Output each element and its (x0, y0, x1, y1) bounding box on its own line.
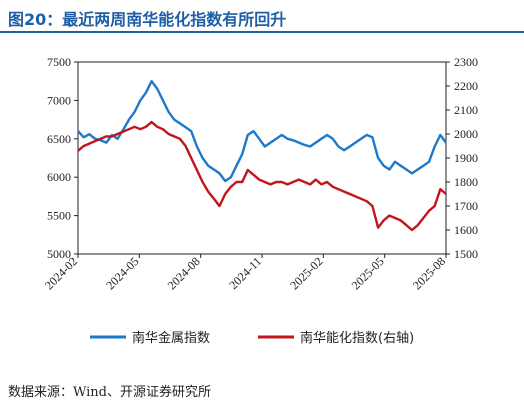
legend-label-1: 南华能化指数(右轴) (300, 330, 414, 346)
series-line-1 (77, 120, 447, 232)
right-tick-label: 2300 (454, 55, 478, 69)
x-tick-label: 2025-05 (349, 254, 387, 292)
left-tick-label: 7500 (47, 55, 71, 69)
right-tick-label: 1700 (454, 199, 478, 213)
left-tick-label: 5000 (47, 247, 71, 261)
data-source-note: 数据来源：Wind、开源证券研究所 (8, 385, 211, 400)
x-tick-label: 2024-05 (103, 254, 141, 292)
legend: 南华金属指数 南华能化指数(右轴) (90, 330, 414, 346)
right-tick-label: 2000 (454, 127, 478, 141)
x-tick-label: 2025-02 (287, 254, 325, 292)
left-tick-label: 6500 (47, 132, 71, 146)
plot-area (77, 61, 447, 255)
left-tick-label: 6000 (47, 170, 71, 184)
x-axis-ticks: 2024-02 2024-05 2024-08 2024-11 2025-02 2025-… (42, 254, 448, 292)
chart-title: 图20：最近两周南华能化指数有所回升 (8, 10, 287, 29)
right-tick-label: 1600 (454, 223, 478, 237)
x-tick-label: 2025-08 (410, 254, 448, 292)
left-tick-label: 5500 (47, 209, 71, 223)
x-tick-label: 2024-11 (226, 254, 264, 292)
series-line-0 (77, 80, 447, 183)
series-lines (77, 80, 447, 232)
left-tick-label: 7000 (47, 93, 71, 107)
right-tick-label: 1900 (454, 151, 478, 165)
x-tick-label: 2024-08 (165, 254, 203, 292)
left-axis-ticks: 5000 5500 6000 6500 7000 7500 (47, 55, 78, 261)
right-tick-label: 1500 (454, 247, 478, 261)
legend-label-0: 南华金属指数 (132, 330, 210, 346)
title-divider (0, 31, 524, 33)
right-axis-ticks: 1500 1600 1700 1800 1900 2000 2100 2200 2300 (446, 55, 478, 261)
right-tick-label: 2200 (454, 79, 478, 93)
right-tick-label: 2100 (454, 103, 478, 117)
line-chart: 5000 5500 6000 6500 7000 7500 1500 1600 1700 180… (42, 55, 478, 346)
right-tick-label: 1800 (454, 175, 478, 189)
